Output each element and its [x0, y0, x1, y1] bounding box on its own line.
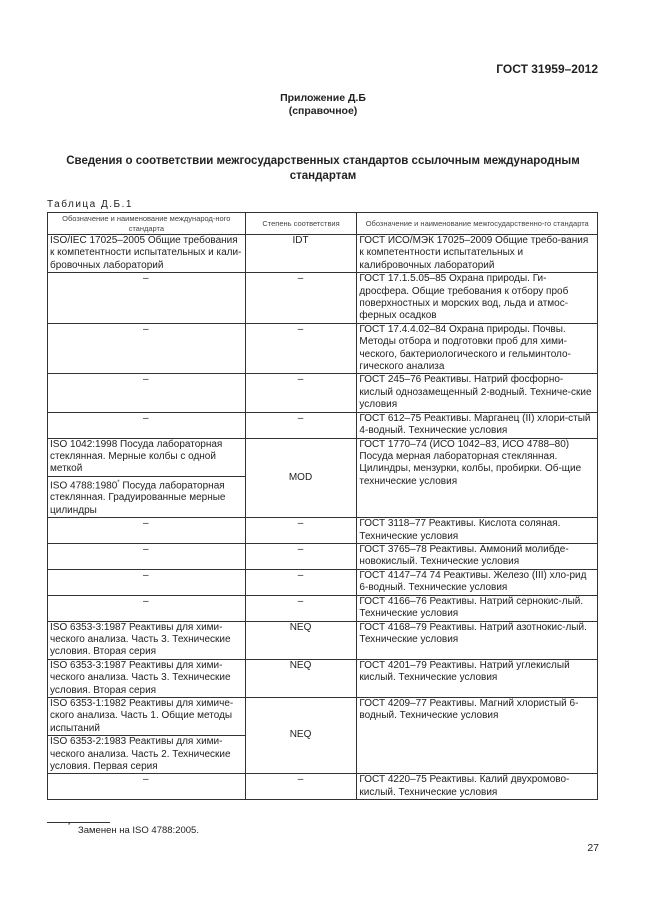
interstate-standard-cell: ГОСТ 245–76 Реактивы. Натрий фосфорно-ки…: [356, 373, 598, 413]
interstate-standard-cell: ГОСТ 17.1.5.05–85 Охрана природы. Ги-дро…: [356, 272, 598, 324]
table-caption: Таблица Д.Б.1: [47, 199, 133, 210]
degree-cell: –: [244, 272, 358, 324]
international-standard-cell: –: [47, 517, 246, 545]
international-standard-cell: –: [47, 568, 246, 596]
section-title: Сведения о соответствии межгосударственн…: [66, 155, 580, 182]
appendix-subtitle: (справочное): [288, 105, 358, 117]
degree-cell: IDT: [244, 233, 358, 274]
international-standard-cell: ISO 1042:1998 Посуда лабораторная стекля…: [47, 437, 246, 477]
footnote-mark: *: [68, 823, 71, 829]
interstate-standard-cell: ГОСТ 3765–78 Реактивы. Аммоний молибде-н…: [356, 543, 598, 570]
international-standard-cell: ISO 6353-2:1983 Реактивы для хими-ческог…: [47, 735, 246, 775]
degree-cell: –: [244, 517, 358, 545]
column-header-degree: Степень соответствия: [244, 212, 358, 235]
international-standard-cell: ISO 4788:1980* Посуда лабораторная стекл…: [47, 475, 246, 519]
footnote-divider: [47, 822, 110, 823]
table-row: ISO 6353-1:1982 Реактивы для химиче-ског…: [47, 696, 598, 775]
table-row: – – ГОСТ 4147–74 74 Реактивы. Железо (III)…: [47, 568, 598, 596]
international-standard-cell: –: [47, 272, 246, 324]
international-standard-cell: –: [47, 411, 246, 439]
correspondence-table: Обозначение и наименование международ-но…: [47, 212, 598, 801]
page-number: 27: [587, 842, 599, 854]
interstate-standard-cell: ГОСТ ИСО/МЭК 17025–2009 Общие требо-вани…: [356, 233, 598, 274]
interstate-standard-cell: ГОСТ 4147–74 74 Реактивы. Железо (III) х…: [356, 568, 598, 596]
degree-cell: –: [244, 322, 358, 375]
degree-cell: –: [244, 411, 358, 439]
table-row: ISO 4788:1980* Посуда лабораторная стекл…: [47, 475, 598, 519]
international-standard-cell: –: [47, 594, 246, 622]
interstate-standard-cell: ГОСТ 4168–79 Реактивы. Натрий азотнокис-…: [356, 620, 598, 660]
degree-cell: –: [244, 373, 358, 413]
international-standard-cell: –: [47, 773, 246, 801]
table-row: – – ГОСТ 17.4.4.02–84 Охрана природы. Почв…: [47, 322, 598, 375]
degree-cell: –: [244, 773, 358, 801]
international-standard-cell: ISO/IEC 17025–2005 Общие требования к ко…: [47, 233, 246, 274]
degree-cell: NEQ: [244, 658, 358, 698]
international-standard-cell: –: [47, 322, 246, 375]
degree-cell: NEQ: [244, 696, 358, 775]
interstate-standard-cell: ГОСТ 4166–76 Реактивы. Натрий сернокис-л…: [356, 594, 598, 622]
international-standard-cell: ISO 6353-3:1987 Реактивы для хими-ческог…: [47, 620, 246, 660]
table-row: – – ГОСТ 3118–77 Реактивы. Кислота соляная…: [47, 517, 598, 545]
interstate-standard-cell: ГОСТ 1770–74 (ИСО 1042–83, ИСО 4788–80) …: [356, 437, 598, 519]
footnote: * Заменен на ISO 4788:2005.: [68, 823, 199, 836]
degree-cell: –: [244, 568, 358, 596]
table-row: – – ГОСТ 245–76 Реактивы. Натрий фосфорно-…: [47, 373, 598, 413]
international-standard-cell: –: [47, 543, 246, 570]
column-header-interstate: Обозначение и наименование межгосударств…: [356, 212, 598, 235]
degree-cell: –: [244, 594, 358, 622]
interstate-standard-cell: ГОСТ 4220–75 Реактивы. Калий двухромово-…: [356, 773, 598, 801]
interstate-standard-cell: ГОСТ 17.4.4.02–84 Охрана природы. Почвы.…: [356, 322, 598, 375]
table-header-row: Обозначение и наименование международ-но…: [47, 212, 598, 235]
appendix-title: Приложение Д.Б: [280, 92, 366, 104]
table-row: ISO 1042:1998 Посуда лабораторная стекля…: [47, 437, 598, 519]
table-row: – – ГОСТ 612–75 Реактивы. Марганец (II) хл…: [47, 411, 598, 439]
footnote-text: Заменен на ISO 4788:2005.: [78, 825, 199, 836]
interstate-standard-cell: ГОСТ 4209–77 Реактивы. Магний хлористый …: [356, 696, 598, 775]
degree-cell: MOD: [244, 437, 358, 519]
degree-cell: –: [244, 543, 358, 570]
column-header-international: Обозначение и наименование международ-но…: [47, 212, 246, 235]
table-row: – – ГОСТ 4166–76 Реактивы. Натрий сернокис…: [47, 594, 598, 622]
footnote-reference: *: [117, 479, 120, 486]
international-standard-cell: ISO 6353-1:1982 Реактивы для химиче-ског…: [47, 696, 246, 737]
table-row: – – ГОСТ 4220–75 Реактивы. Калий двухромов…: [47, 773, 598, 801]
international-standard-cell: ISO 6353-3:1987 Реактивы для хими-ческог…: [47, 658, 246, 698]
degree-cell: NEQ: [244, 620, 358, 660]
table-row: ISO/IEC 17025–2005 Общие требования к ко…: [47, 233, 598, 274]
table-row: – – ГОСТ 3765–78 Реактивы. Аммоний молибде…: [47, 543, 598, 570]
table-row: ISO 6353-2:1983 Реактивы для хими-ческог…: [47, 735, 598, 775]
table-row: – – ГОСТ 17.1.5.05–85 Охрана природы. Ги-д…: [47, 272, 598, 324]
table-row: ISO 6353-3:1987 Реактивы для хими-ческог…: [47, 658, 598, 698]
appendix-heading: Приложение Д.Б (справочное): [0, 92, 646, 118]
table-row: ISO 6353-3:1987 Реактивы для хими-ческог…: [47, 620, 598, 660]
interstate-standard-cell: ГОСТ 3118–77 Реактивы. Кислота соляная. …: [356, 517, 598, 545]
document-number: ГОСТ 31959–2012: [496, 62, 598, 76]
international-standard-cell: –: [47, 373, 246, 413]
interstate-standard-cell: ГОСТ 4201–79 Реактивы. Натрий углекислый…: [356, 658, 598, 698]
interstate-standard-cell: ГОСТ 612–75 Реактивы. Марганец (II) хлор…: [356, 411, 598, 439]
